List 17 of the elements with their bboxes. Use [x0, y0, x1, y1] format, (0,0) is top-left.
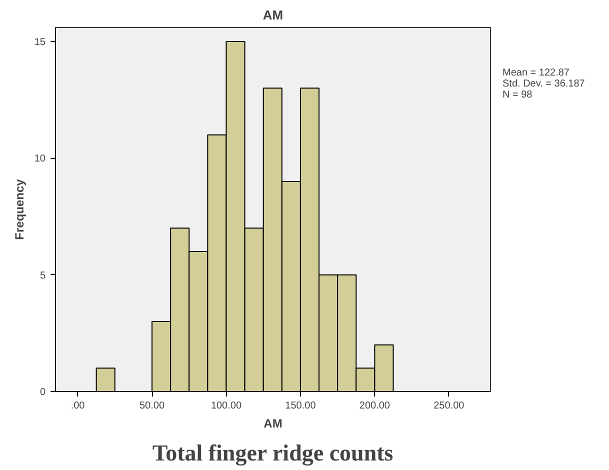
chart-title: AM — [262, 8, 284, 22]
x-tick-label: .00 — [70, 400, 86, 412]
x-tick-label: 100.00 — [210, 400, 242, 412]
x-tick-label: 250.00 — [434, 400, 465, 412]
text: Std. Dev. = 36.187 — [502, 78, 586, 90]
y-tick-label: 15 — [34, 37, 46, 48]
y-tick-label: 0 — [40, 387, 46, 398]
text: N = 98 — [502, 90, 533, 100]
text: Mean = 122.87 — [502, 68, 570, 78]
y-tick-label: 5 — [40, 270, 46, 282]
x-axis-title: AM — [264, 416, 282, 430]
y-tick-label: 10 — [34, 154, 46, 165]
x-tick-label: 50.00 — [139, 400, 165, 412]
text: Total finger ridge counts — [152, 440, 394, 466]
x-tick-label: 200.00 — [359, 400, 390, 412]
x-tick-label: 150.00 — [285, 400, 316, 412]
y-axis-title: Frequency — [12, 178, 26, 240]
